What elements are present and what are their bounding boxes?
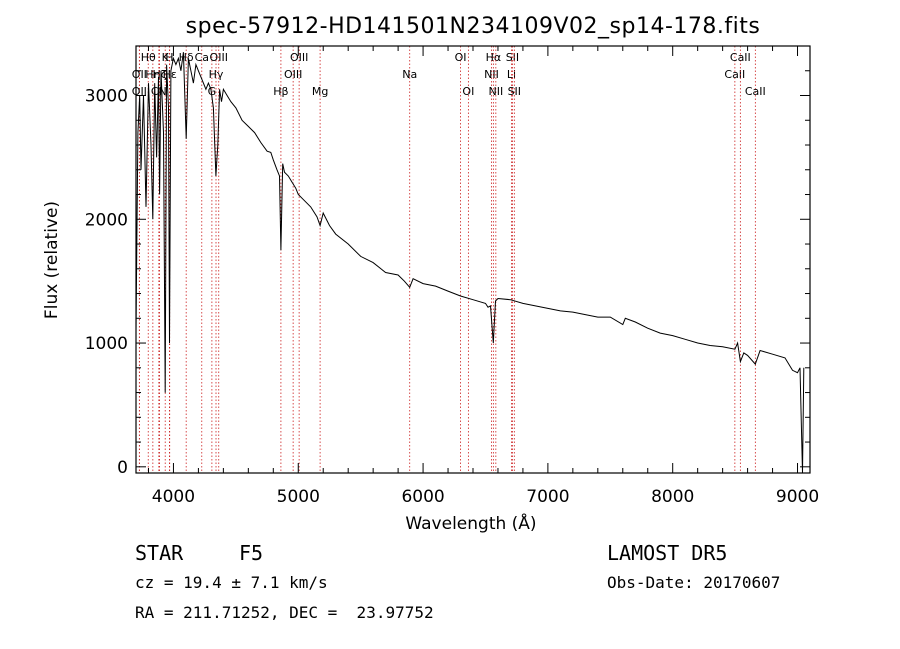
line-label: K: [162, 51, 170, 64]
x-axis-ticks: 4000 5000 6000 7000 8000 9000: [147, 46, 819, 507]
x-tick-label: 4000: [152, 487, 195, 507]
survey-label: LAMOST DR5: [607, 541, 728, 565]
line-label: NII: [488, 85, 503, 98]
line-label: CaII: [724, 68, 745, 81]
class-label: STAR: [135, 541, 184, 565]
line-label: OIII: [290, 51, 308, 64]
obs-date: Obs-Date: 20170607: [607, 573, 781, 592]
line-label: Ca: [195, 51, 209, 64]
line-label: Hθ: [141, 51, 156, 64]
x-tick-label: 9000: [776, 487, 819, 507]
line-label: OIII: [210, 51, 228, 64]
line-label: Hβ: [273, 85, 288, 98]
x-axis-label: Wavelength (Å): [405, 512, 536, 534]
y-tick-label: 0: [117, 458, 128, 478]
line-label: Hζ: [152, 68, 166, 81]
subclass-label: F5: [239, 541, 264, 565]
x-tick-label: 5000: [277, 487, 320, 507]
line-label: SII: [508, 85, 521, 98]
line-label: Hδ: [179, 51, 194, 64]
line-label: OIII: [284, 68, 302, 81]
line-label: OI: [455, 51, 467, 64]
line-label: NII: [484, 68, 499, 81]
x-tick-label: 8000: [651, 487, 694, 507]
line-label: CaII: [745, 85, 766, 98]
line-label: SII: [506, 51, 519, 64]
chart-title: spec-57912-HD141501N234109V02_sp14-178.f…: [186, 14, 761, 39]
line-label: Na: [402, 68, 417, 81]
y-tick-label: 1000: [85, 334, 128, 354]
ra-dec: RA = 211.71252, DEC = 23.97752: [135, 603, 434, 622]
line-label: Hε: [163, 68, 177, 81]
line-label: Hα: [486, 51, 502, 64]
y-axis-ticks: 0 1000 2000 3000: [85, 45, 810, 478]
redshift-cz: cz = 19.4 ± 7.1 km/s: [135, 573, 328, 592]
line-label: Hγ: [209, 68, 224, 81]
y-axis-label: Flux (relative): [42, 201, 62, 319]
line-label: G: [208, 85, 217, 98]
y-tick-label: 2000: [85, 210, 128, 230]
emission-line-markers: HδKHGHγOIIIHβOIIIOIIIMgNaOIOINIIHαNIILiS…: [132, 46, 766, 473]
line-label: CaII: [730, 51, 751, 64]
x-tick-label: 7000: [526, 487, 569, 507]
spectrum-series-line: [135, 52, 805, 474]
line-label: Li: [507, 68, 516, 81]
x-tick-label: 6000: [401, 487, 444, 507]
line-label: Hη: [145, 68, 160, 81]
line-label: OI: [462, 85, 474, 98]
line-label: Mg: [312, 85, 328, 98]
y-tick-label: 3000: [85, 87, 128, 107]
